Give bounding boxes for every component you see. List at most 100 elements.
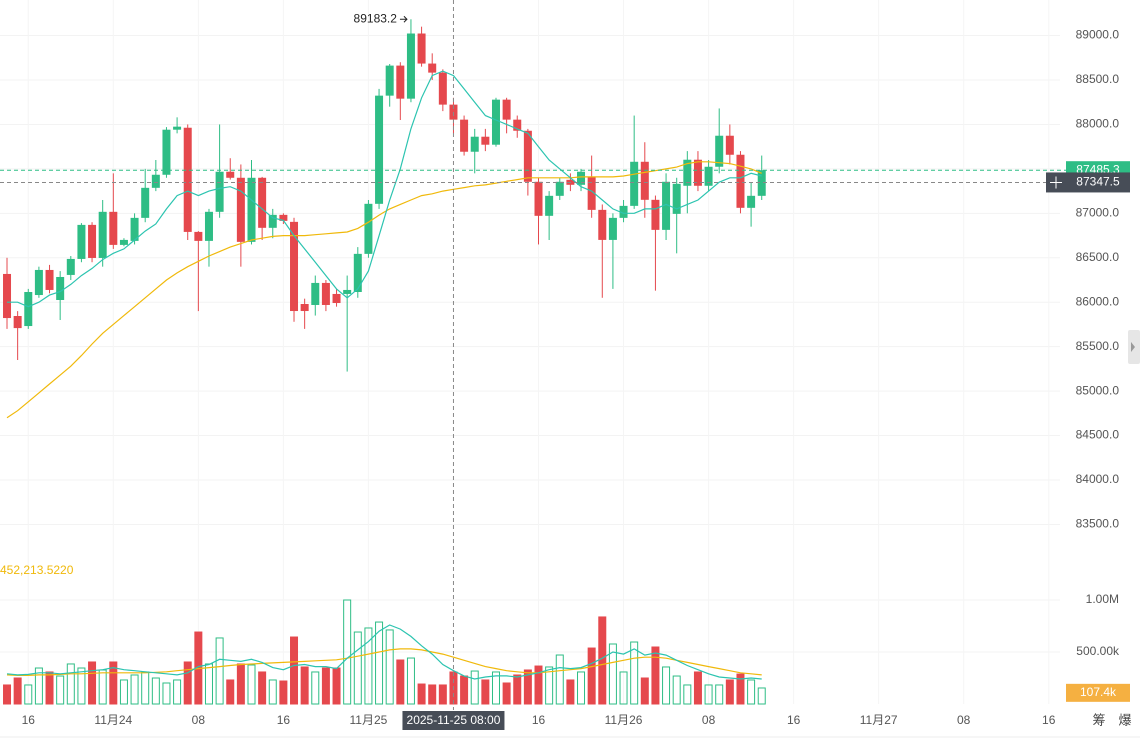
y-tick-label: 85000.0 (1076, 383, 1120, 397)
x-tick-label: 08 (957, 713, 971, 727)
volume-bar (428, 684, 437, 705)
volume-bar (151, 677, 160, 705)
y-tick-label: 84500.0 (1076, 428, 1120, 442)
toolbar-button[interactable]: 爆 (1118, 712, 1131, 727)
volume-bar (311, 671, 320, 705)
volume-bar (130, 674, 139, 705)
candle-body (460, 119, 469, 152)
volume-bar (683, 684, 692, 705)
volume-bar (608, 643, 617, 705)
volume-tag-label: 107.4k (1080, 685, 1117, 699)
candle-body (173, 126, 182, 130)
candle-body (491, 99, 500, 145)
volume-bar (332, 667, 341, 705)
candle-body (194, 231, 203, 241)
volume-bar (3, 684, 12, 705)
candle-body (226, 171, 235, 178)
volume-bar (502, 682, 511, 705)
candle-body (513, 119, 522, 131)
y-tick-label: 85500.0 (1076, 339, 1120, 353)
volume-bar (56, 675, 65, 705)
volume-bar (460, 675, 469, 705)
candle-body (236, 177, 245, 242)
volume-bar (162, 682, 171, 705)
volume-bar (566, 679, 575, 705)
candle-body (98, 211, 107, 258)
candle-body (268, 214, 277, 228)
volume-bar (290, 636, 299, 705)
volume-bar (34, 667, 43, 705)
toolbar-button[interactable]: 筹 (1092, 712, 1105, 727)
x-tick-label: 11月25 (350, 713, 388, 727)
candle-body (279, 214, 288, 221)
volume-bar (704, 684, 713, 705)
candle-body (24, 292, 33, 327)
volume-bar (619, 671, 628, 705)
volume-bar (321, 667, 330, 705)
candle-body (672, 183, 681, 214)
candle-body (630, 161, 639, 206)
candle-body (577, 171, 586, 185)
volume-bar (279, 680, 288, 705)
volume-bar (13, 677, 22, 705)
volume-bar (757, 687, 766, 705)
candle-body (736, 154, 745, 208)
volume-bar (555, 654, 564, 705)
volume-bar (715, 684, 724, 705)
y-tick-label: 89000.0 (1076, 28, 1120, 42)
x-tick-label: 08 (192, 713, 206, 727)
candle-body (428, 63, 437, 73)
volume-bar (268, 679, 277, 705)
volume-tag (1066, 683, 1130, 702)
annotation-arrow (399, 15, 408, 23)
x-tick-label: 16 (22, 713, 36, 727)
volume-bar (258, 671, 267, 705)
volume-bar (470, 670, 479, 705)
candle-body (77, 224, 86, 259)
grid: 89000.088500.088000.087500.087000.086500… (0, 27, 1120, 728)
candle-body (757, 170, 766, 196)
candle-body (545, 195, 554, 216)
volume-bar (183, 661, 192, 705)
volume-bar (491, 671, 500, 705)
candle-body (119, 239, 128, 245)
volume-bar (247, 664, 256, 705)
volume-bar (109, 661, 118, 705)
x-tick-label: 16 (787, 713, 801, 727)
candle-body (300, 304, 309, 312)
volume-bar (513, 674, 522, 705)
candle-body (13, 316, 22, 329)
volume-bar (545, 666, 554, 705)
volume-ma-text: 452,213.5220 (0, 563, 74, 577)
x-tick-label: 08 (702, 713, 716, 727)
candle-body (396, 65, 405, 99)
candle-body (321, 282, 330, 305)
volume-bar (417, 683, 426, 705)
crosshair-price-tag (1066, 172, 1130, 193)
candle-body (651, 199, 660, 230)
candle-body (311, 282, 320, 305)
max-annotation: 89183.2 (354, 11, 398, 25)
volume-bar (651, 646, 660, 705)
volume-bar (438, 684, 447, 705)
candle-body (693, 159, 702, 186)
y-tick-label: 86000.0 (1076, 294, 1120, 308)
ma-line (6, 161, 762, 419)
volume-bar (45, 671, 54, 705)
volume-bar (215, 637, 224, 705)
candle-body (375, 95, 384, 204)
y-tick-label: 88000.0 (1076, 117, 1120, 131)
volume-bar (77, 667, 86, 705)
candle-body (258, 177, 267, 228)
y-tick-label: 86500.0 (1076, 250, 1120, 264)
volume-bar (534, 665, 543, 705)
volume-bar (598, 616, 607, 705)
candle-body (747, 195, 756, 208)
volume-bar (640, 677, 649, 705)
candle-body (704, 166, 713, 186)
candle-body (215, 171, 224, 212)
volume-bar (725, 679, 734, 705)
y-tick-label: 87000.0 (1076, 206, 1120, 220)
y-tick-label: 84000.0 (1076, 472, 1120, 486)
candle-body (619, 205, 628, 218)
